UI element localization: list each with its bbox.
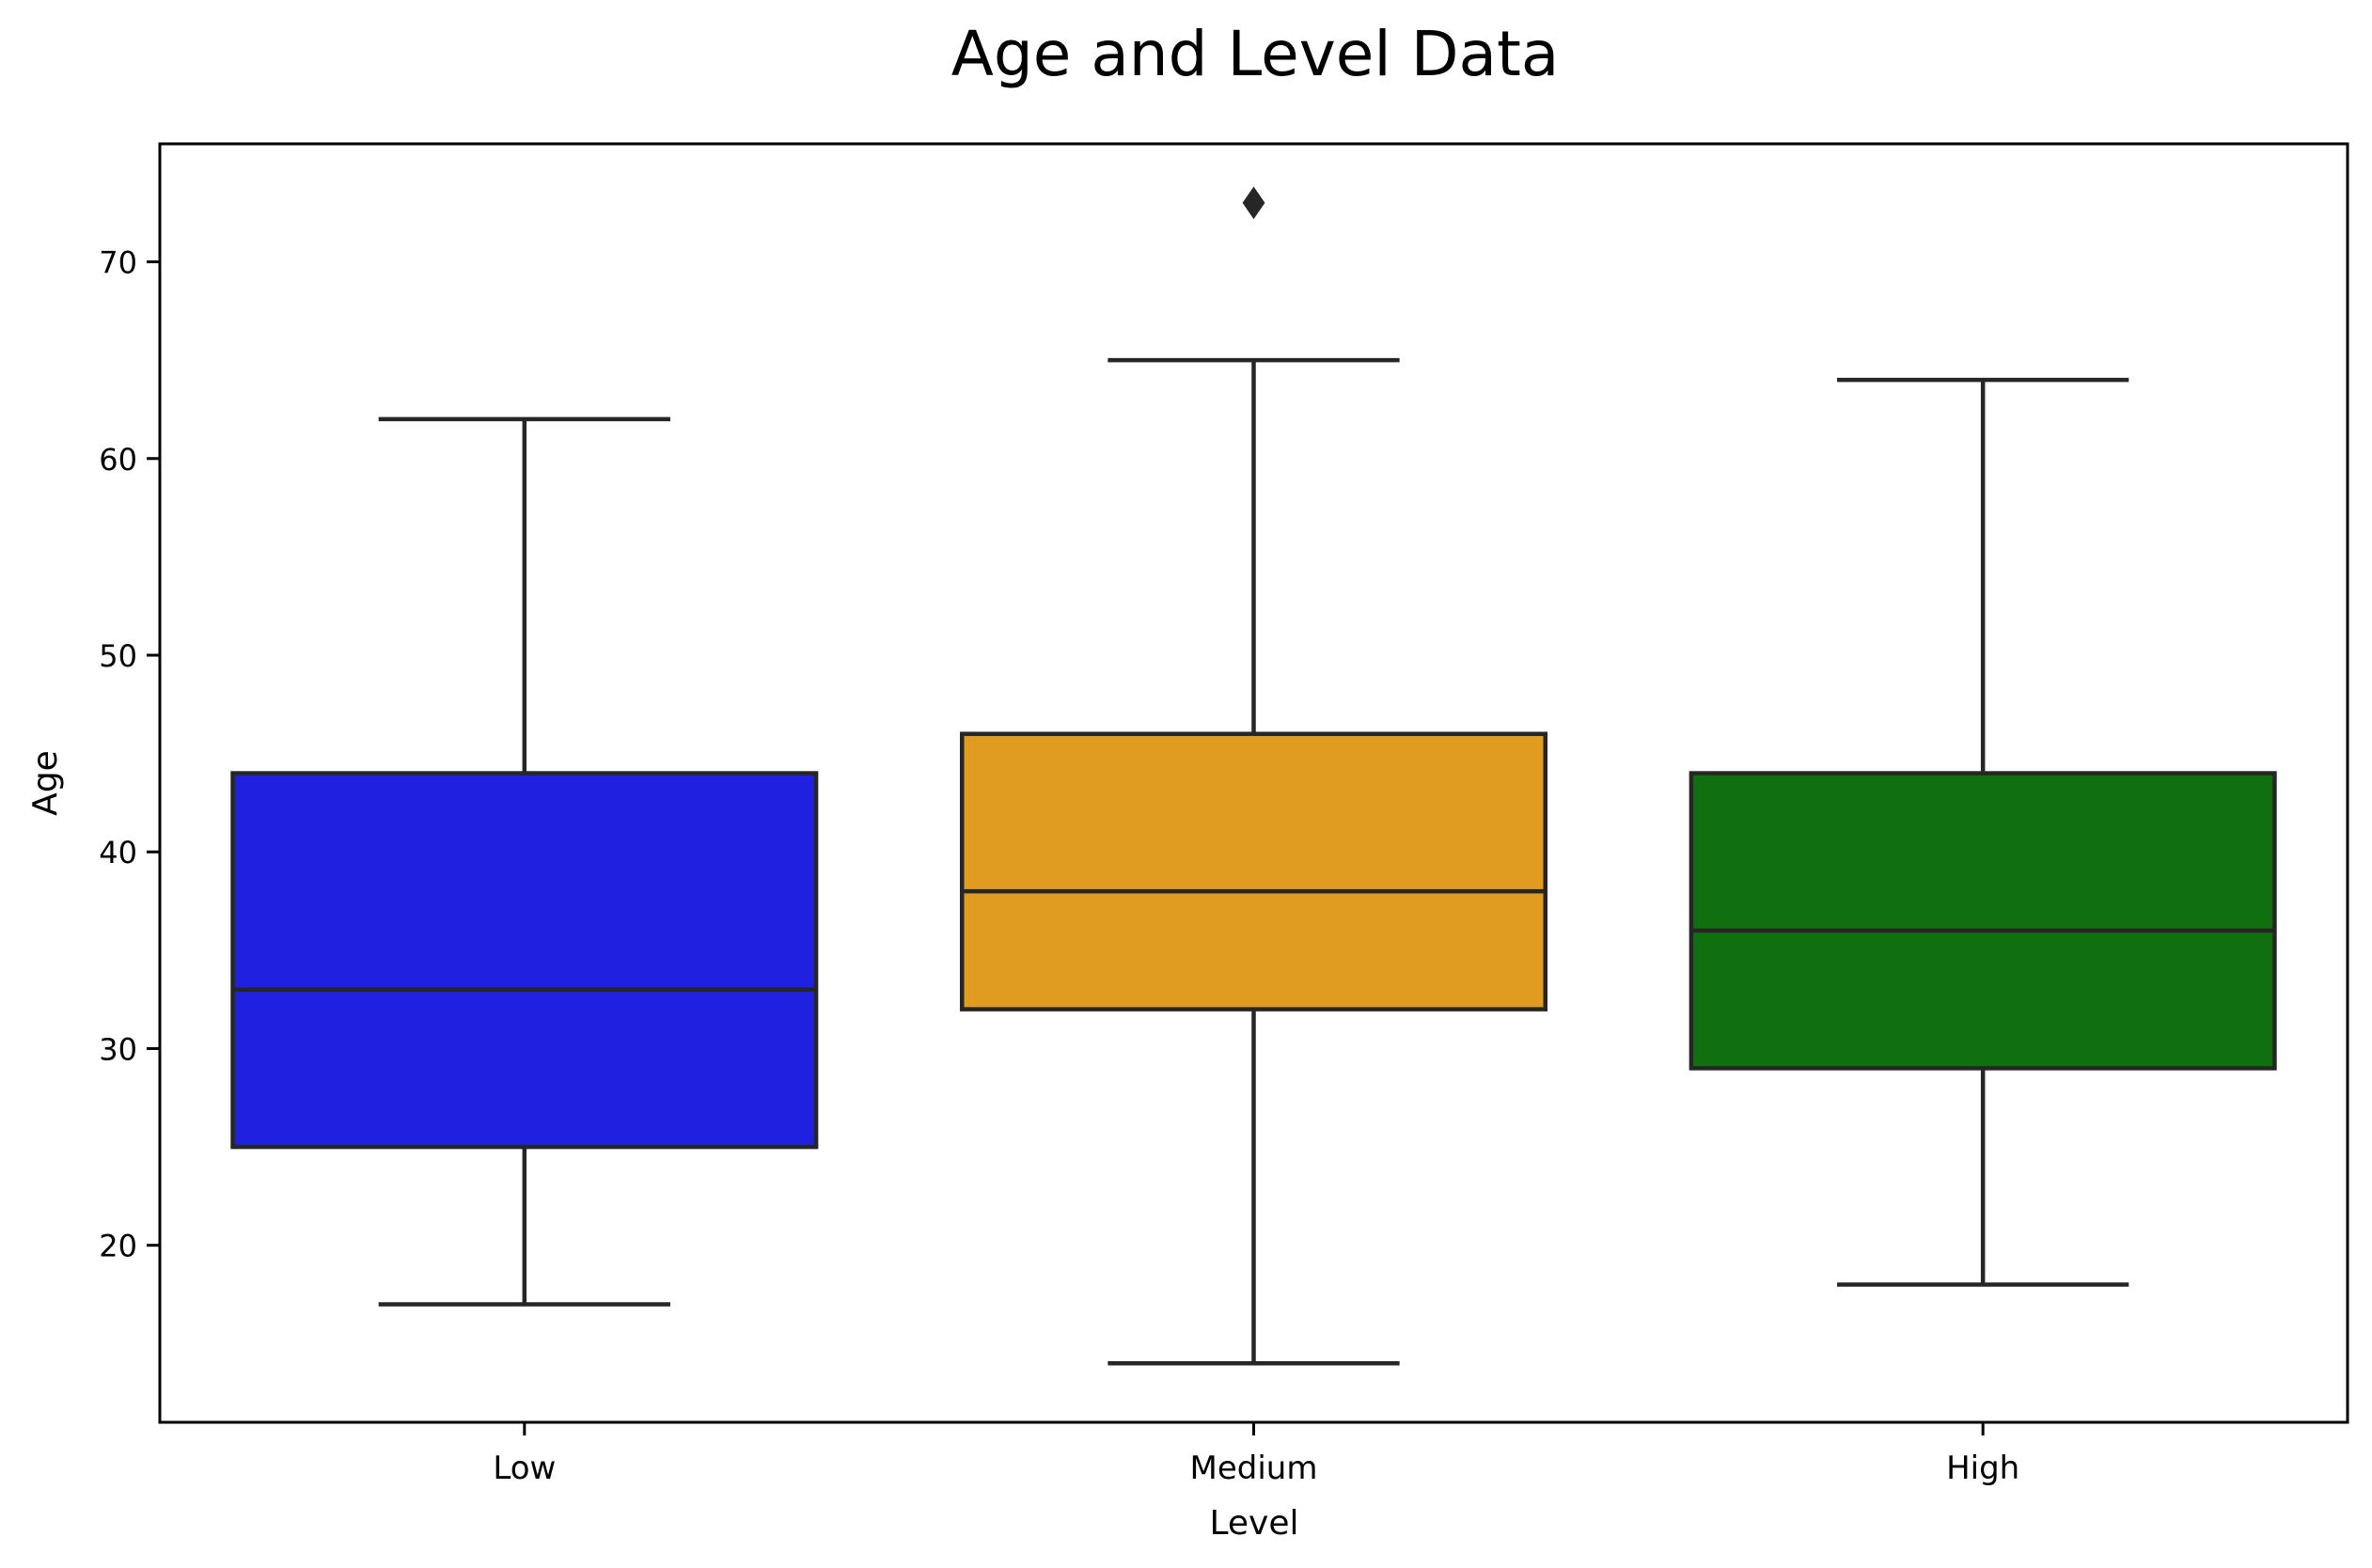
box-group-low — [230, 416, 819, 1307]
box-low — [230, 771, 819, 1150]
plot-area — [230, 186, 2277, 1366]
y-axis-label: Age — [26, 750, 65, 816]
x-tick-label-high: High — [1946, 1450, 2019, 1487]
y-tick-label-20: 20 — [99, 1229, 137, 1264]
box-medium — [959, 731, 1548, 1011]
y-tick-label-30: 30 — [99, 1031, 137, 1067]
box-group-medium — [959, 186, 1548, 1366]
y-tick-label-60: 60 — [99, 442, 137, 478]
x-tick-label-low: Low — [493, 1450, 556, 1487]
box-group-high — [1689, 377, 2277, 1287]
x-axis: Low Medium High — [493, 1422, 2019, 1487]
y-tick-label-70: 70 — [99, 245, 137, 281]
y-tick-label-40: 40 — [99, 835, 137, 870]
x-tick-label-medium: Medium — [1190, 1450, 1318, 1487]
outlier-point-medium — [1242, 186, 1265, 220]
x-axis-label: Level — [1209, 1504, 1298, 1543]
box-high — [1689, 771, 2277, 1071]
chart-title: Age and Level Data — [951, 18, 1560, 90]
y-axis: 20 30 40 50 60 70 — [99, 245, 160, 1264]
y-tick-label-50: 50 — [99, 638, 137, 674]
